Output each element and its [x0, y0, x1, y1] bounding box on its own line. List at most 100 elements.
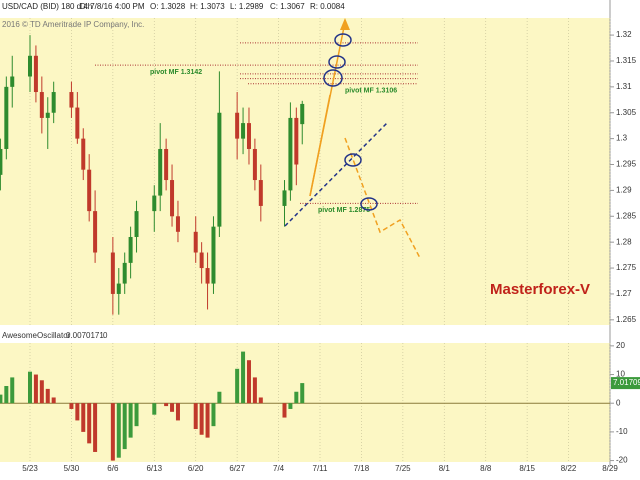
oscillator-bar [4, 386, 9, 404]
candle-body [211, 226, 216, 284]
candle-body [217, 112, 222, 227]
x-tick-label: 8/15 [519, 464, 535, 473]
oscillator-bar [28, 371, 32, 404]
x-tick-label: 6/6 [107, 464, 119, 473]
x-tick-label: 6/20 [188, 464, 204, 473]
oscillator-bar [288, 403, 293, 409]
marker [328, 55, 346, 69]
x-tick-label: 8/29 [602, 464, 618, 473]
oscillator-bar [134, 403, 139, 427]
oscillator-bar [193, 403, 198, 430]
oscillator-bar [246, 360, 251, 404]
arrow [309, 94, 331, 197]
x-tick-label: 8/22 [561, 464, 577, 473]
oscillator-bar [282, 403, 287, 418]
y-tick-label: 1.275 [616, 263, 637, 272]
candle-body [252, 148, 257, 181]
candle-body [258, 180, 263, 206]
annotations [284, 18, 421, 259]
marker [360, 197, 378, 211]
value-flag-label: 7.01709 [613, 378, 640, 387]
y-tick-label: -20 [616, 456, 628, 465]
forecast [344, 137, 421, 259]
oscillator-bar [205, 403, 210, 438]
level-label: pivot MF 1.2875 [318, 207, 370, 214]
oscillator-bar [217, 391, 222, 404]
candle-body [128, 236, 133, 263]
candle-body [282, 190, 287, 206]
oscillator-bar [122, 403, 127, 450]
candle-body [81, 138, 86, 170]
candle-body [116, 283, 121, 294]
oscillator-bar [51, 397, 56, 404]
oscillator-bar [235, 368, 240, 404]
candle-body [134, 211, 139, 237]
x-tick-label: 6/13 [146, 464, 162, 473]
y-tick-label: 0 [616, 398, 621, 407]
marker [334, 33, 352, 47]
oscillator-bar [128, 403, 133, 438]
candle-body [158, 148, 163, 196]
candle-body [51, 92, 56, 113]
oscillator-bar [252, 377, 257, 404]
value-flag [611, 377, 640, 390]
candle-body [199, 252, 204, 269]
candle-body [10, 76, 15, 87]
oscillator-bar [294, 391, 299, 404]
oscillator-bar [87, 403, 92, 444]
range: R: 0.0084 [310, 2, 345, 11]
y-tick-label: 1.32 [616, 30, 632, 39]
low: L: 1.2989 [230, 2, 264, 11]
oscillator-bar [152, 403, 157, 415]
watermark: Masterforex-V [490, 281, 590, 298]
candle-body [122, 262, 127, 284]
oscillator-bar [39, 380, 44, 404]
candle-body [193, 231, 198, 253]
y-tick-label: -10 [616, 427, 628, 436]
oscillator-panel [0, 343, 610, 462]
y-tick-label: 1.265 [616, 315, 637, 324]
candle-body [246, 123, 251, 149]
copyright: 2016 © TD Ameritrade IP Company, Inc. [2, 20, 144, 29]
candle-body [110, 252, 115, 294]
candle-body [152, 195, 157, 212]
y-tick-label: 1.295 [616, 160, 637, 169]
candle-body [205, 268, 210, 284]
oscillator-bar [170, 403, 175, 412]
oscillator-bar [110, 403, 115, 461]
candle-body [164, 148, 169, 181]
level-label: pivot MF 1.3106 [345, 88, 397, 95]
x-tick-label: 7/18 [354, 464, 370, 473]
candle-body [241, 123, 246, 139]
candle-body [45, 112, 50, 118]
arrow-head [340, 18, 350, 30]
date: D: 7/8/16 4:00 PM [80, 2, 145, 11]
marker [323, 69, 343, 87]
candle-body [300, 103, 305, 125]
oscillator-bar [10, 377, 15, 404]
candle-body [75, 107, 80, 139]
oscillator-bar [241, 351, 246, 404]
x-tick-label: 8/8 [480, 464, 492, 473]
candle-body [294, 117, 299, 165]
y-tick-label: 1.28 [616, 237, 632, 246]
candle-body [170, 180, 175, 217]
candle-body [175, 216, 180, 232]
y-tick-label: 10 [616, 370, 625, 379]
x-tick-label: 7/25 [395, 464, 411, 473]
candle-body [69, 92, 74, 108]
oscillator-bar [199, 403, 204, 435]
open: O: 1.3028 [150, 2, 186, 11]
oscillator-bar [116, 403, 121, 458]
y-tick-label: 1.305 [616, 108, 637, 117]
oscillator-bar [69, 403, 74, 409]
candle-body [235, 112, 240, 139]
candle-body [93, 211, 98, 253]
oscillator-bar [211, 403, 216, 427]
price-panel [0, 18, 610, 325]
y-tick-label: 1.315 [616, 56, 637, 65]
oscillator-bar [258, 397, 263, 404]
close: C: 1.3067 [270, 2, 305, 11]
